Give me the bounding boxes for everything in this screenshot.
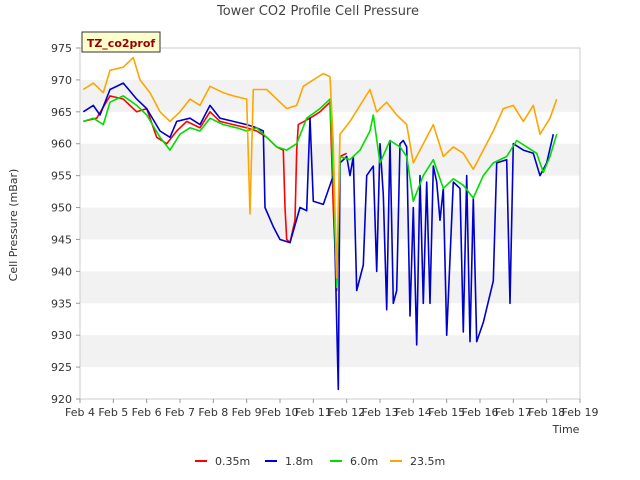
site-badge-label: TZ_co2prof <box>87 37 156 50</box>
y-tick-label: 940 <box>51 265 72 278</box>
plot-frame <box>79 47 581 400</box>
x-tick-label: Feb 4 <box>65 406 95 419</box>
site-badge-box <box>81 31 161 53</box>
site-badge: TZ_co2prof <box>81 31 161 53</box>
x-tick-label: Feb 14 <box>395 406 432 419</box>
y-tick-label: 955 <box>51 170 72 183</box>
legend-label: 0.35m <box>215 455 250 468</box>
y-tick-label: 930 <box>51 329 72 342</box>
grid-band <box>80 335 580 368</box>
grid-band <box>80 271 580 304</box>
x-tick-label: Feb 9 <box>232 406 262 419</box>
x-tick-label: Feb 13 <box>362 406 399 419</box>
x-tick-label: Feb 7 <box>165 406 195 419</box>
x-tick-label: Feb 15 <box>428 406 465 419</box>
legend-label: 1.8m <box>285 455 313 468</box>
legend: 0.35m 1.8m 6.0m 23.5m <box>195 455 445 468</box>
series-lines <box>82 56 558 391</box>
y-tick-label: 925 <box>51 361 72 374</box>
series-line-0.35m <box>83 95 348 292</box>
x-tick-label: Feb 6 <box>132 406 162 419</box>
x-tick-label: Feb 5 <box>98 406 128 419</box>
grid-band <box>80 207 580 240</box>
y-tick-label: 950 <box>51 202 72 215</box>
x-tick-label: Feb 18 <box>528 406 565 419</box>
y-tick-label: 960 <box>51 138 72 151</box>
legend-label: 23.5m <box>410 455 445 468</box>
y-axis: 920 925 930 935 940 945 950 955 960 965 970 975 <box>51 42 80 406</box>
x-tick-label: Feb 16 <box>462 406 499 419</box>
y-axis-label: Cell Pressure (mBar) <box>7 169 20 282</box>
x-tick-label: Feb 12 <box>328 406 365 419</box>
x-tick-label: Feb 8 <box>198 406 228 419</box>
y-tick-label: 970 <box>51 74 72 87</box>
series-line-23.5m <box>82 56 558 279</box>
y-tick-label: 920 <box>51 393 72 406</box>
x-tick-label: Feb 11 <box>295 406 332 419</box>
series-line-1.8m <box>82 82 555 391</box>
x-axis-label: Time <box>552 423 580 436</box>
y-tick-label: 975 <box>51 42 72 55</box>
x-tick-label: Feb 19 <box>562 406 599 419</box>
x-axis: Feb 4 Feb 5 Feb 6 Feb 7 Feb 8 Feb 9 Feb 10Feb … <box>65 399 598 419</box>
series-line-6.0m <box>83 95 558 289</box>
x-tick-label: Feb 10 <box>262 406 299 419</box>
legend-label: 6.0m <box>350 455 378 468</box>
y-tick-label: 945 <box>51 233 72 246</box>
x-tick-label: Feb 17 <box>495 406 532 419</box>
chart-title: Tower CO2 Profile Cell Pressure <box>216 4 419 19</box>
y-tick-label: 935 <box>51 297 72 310</box>
y-tick-label: 965 <box>51 106 72 119</box>
